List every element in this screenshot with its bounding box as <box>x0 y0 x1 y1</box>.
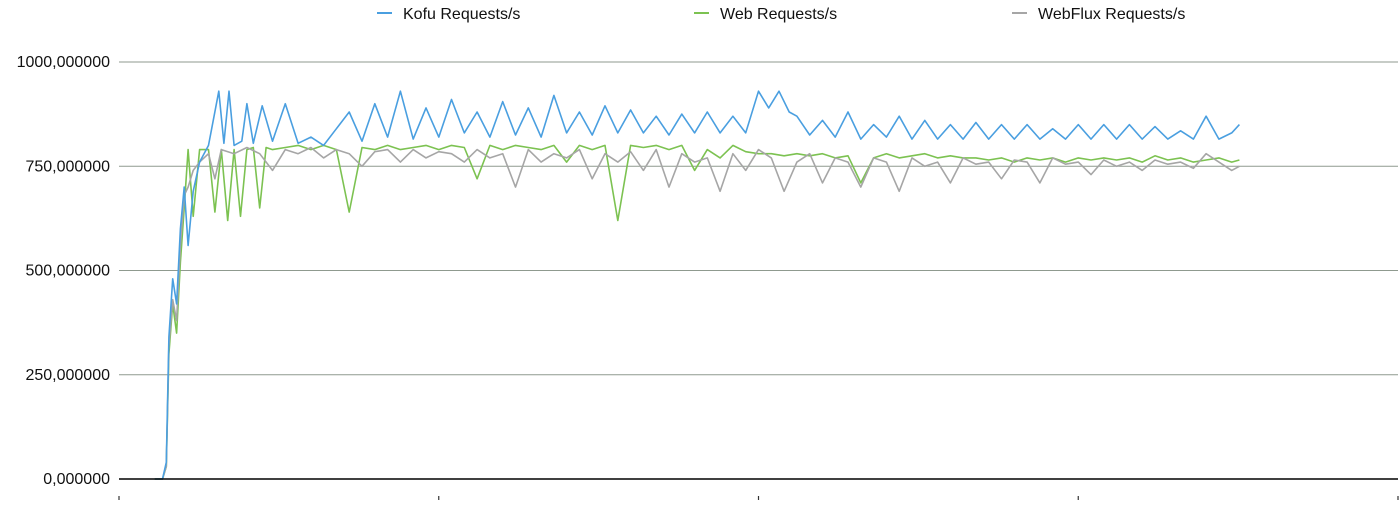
series-line-kofu-requests-s <box>154 90 1240 480</box>
y-tick-label-4: 1000,000000 <box>17 54 111 71</box>
y-tick-label-3: 750,000000 <box>25 158 110 175</box>
y-tick-label-0: 0,000000 <box>43 471 110 488</box>
series-line-webflux-requests-s <box>154 146 1240 480</box>
y-tick-label-2: 500,000000 <box>25 263 110 280</box>
legend-item-kofu: Kofu Requests/s <box>377 6 520 23</box>
y-axis-tick-labels: 0,000000 250,000000 500,000000 750,000000 10… <box>17 54 111 488</box>
gridlines <box>119 61 1398 376</box>
legend-label-webflux: WebFlux Requests/s <box>1038 6 1185 23</box>
y-tick-label-1: 250,000000 <box>25 367 110 384</box>
chart-legend: Kofu Requests/s Web Requests/s WebFlux R… <box>377 6 1185 23</box>
legend-item-web: Web Requests/s <box>694 6 837 23</box>
series-layer <box>154 90 1240 480</box>
legend-item-webflux: WebFlux Requests/s <box>1012 6 1185 23</box>
legend-label-web: Web Requests/s <box>720 6 837 23</box>
series-line-web-requests-s <box>154 144 1240 480</box>
legend-label-kofu: Kofu Requests/s <box>403 6 520 23</box>
x-axis-tick-marks <box>118 496 1399 500</box>
